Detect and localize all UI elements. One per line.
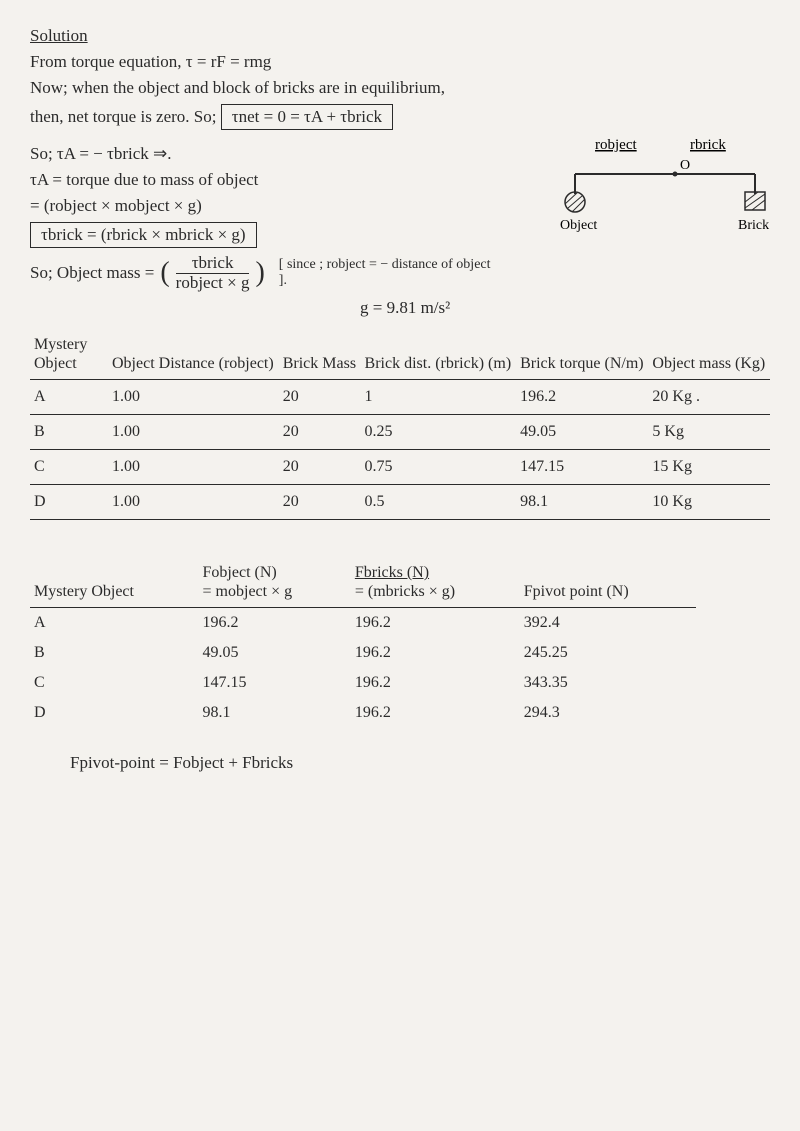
rparen: ) <box>255 257 264 289</box>
eq-line-3: then, net torque is zero. So; τnet = 0 =… <box>30 104 770 130</box>
t2-h3: Fbricks (N) = (mbricks × g) <box>351 560 520 607</box>
table-row: C 1.00 20 0.75 147.15 15 Kg <box>30 450 770 485</box>
t1-h6: Object mass (Kg) <box>648 332 770 379</box>
t2-h4: Fpivot point (N) <box>520 560 696 607</box>
diagram-label-rbrick: rbrick <box>690 137 726 153</box>
footer-equation: Fpivot-point = Fobject + Fbricks <box>70 753 770 773</box>
boxed-eq-net: τnet = 0 = τA + τbrick <box>221 104 393 130</box>
eq8-denominator: robject × g <box>176 273 250 293</box>
table-row: B 1.00 20 0.25 49.05 5 Kg <box>30 415 770 450</box>
eq-line-9: g = 9.81 m/s² <box>360 298 770 318</box>
table-row: D 98.1 196.2 294.3 <box>30 698 696 728</box>
heading-text: Solution <box>30 26 88 45</box>
torque-table: Mystery Object Object Distance (robject)… <box>30 332 770 520</box>
table-row: D 1.00 20 0.5 98.1 10 Kg <box>30 485 770 520</box>
boxed-eq-tbrick: τbrick = (rbrick × mbrick × g) <box>30 222 257 248</box>
diagram-object-label: Object <box>560 218 597 233</box>
t2-body: A 196.2 196.2 392.4 B 49.05 196.2 245.25… <box>30 607 696 728</box>
lever-diagram: robject rbrick O Object <box>560 134 770 259</box>
page: Solution From torque equation, τ = rF = … <box>0 0 800 793</box>
eq-line-8: So; Object mass = ( τbrick robject × g )… <box>30 254 560 292</box>
t1-h2: Object Distance (robject) <box>108 332 279 379</box>
t2-h2: Fobject (N) = mobject × g <box>199 560 351 607</box>
diagram-label-robject: robject <box>595 137 637 153</box>
table-row: B 49.05 196.2 245.25 <box>30 638 696 668</box>
t1-h4: Brick dist. (rbrick) (m) <box>361 332 517 379</box>
diagram-pivot-label: O <box>680 158 690 173</box>
t1-body: A 1.00 20 1 196.2 20 Kg . B 1.00 20 0.25… <box>30 380 770 520</box>
heading: Solution <box>30 26 770 46</box>
table-row: A 1.00 20 1 196.2 20 Kg . <box>30 380 770 415</box>
table-row: C 147.15 196.2 343.35 <box>30 668 696 698</box>
t2-h1: Mystery Object <box>30 560 199 607</box>
forces-table: Mystery Object Fobject (N) = mobject × g… <box>30 560 696 728</box>
eq-line-1: From torque equation, τ = rF = rmg <box>30 52 770 72</box>
diagram-brick-label: Brick <box>738 218 769 233</box>
t1-h5: Brick torque (N/m) <box>516 332 648 379</box>
eq-line-2: Now; when the object and block of bricks… <box>30 78 770 98</box>
lparen: ( <box>160 257 169 289</box>
eq3-text: then, net torque is zero. So; <box>30 107 217 126</box>
table-row: A 196.2 196.2 392.4 <box>30 607 696 638</box>
t1-h3: Brick Mass <box>279 332 361 379</box>
eq8-numerator: τbrick <box>192 254 234 273</box>
eq8-note: [ since ; robject = − distance of object… <box>279 257 499 289</box>
eq8-text: So; Object mass = <box>30 263 154 283</box>
t1-h1: Mystery Object <box>30 332 108 379</box>
